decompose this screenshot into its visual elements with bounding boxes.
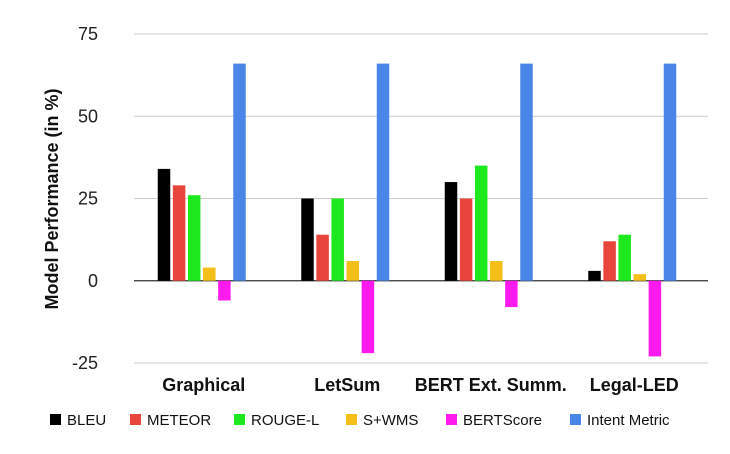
legend-swatch: [50, 414, 61, 425]
axis-labels: Model Performance (in %) -25 0 25 50 75 Graph…: [42, 24, 679, 395]
legend-item-bleu: BLEU: [50, 412, 106, 429]
bar-rouge-l-1: [331, 198, 344, 281]
bar-meteor-2: [459, 198, 473, 281]
bar-s-wms-1: [346, 261, 360, 281]
bar-bleu-1: [301, 198, 314, 281]
legend-label: ROUGE-L: [251, 412, 319, 429]
bar-rouge-l-2: [474, 165, 488, 281]
bar-rouge-l-3: [618, 234, 631, 281]
legend-label: BLEU: [67, 412, 106, 429]
x-category-label: Graphical: [162, 375, 245, 395]
legend-item-bertscore: BERTScore: [446, 412, 542, 429]
y-tick-label: 75: [78, 24, 98, 44]
y-tick-label: 25: [78, 189, 98, 209]
legend: BLEU METEOR ROUGE-L S+WMS BERTScore Intent Me…: [50, 412, 670, 429]
bar-intent-metric-2: [520, 63, 533, 281]
legend-swatch: [346, 414, 357, 425]
bars: [157, 63, 677, 357]
bar-rouge-l-0: [187, 195, 201, 281]
bar-s-wms-0: [203, 267, 216, 281]
bar-s-wms-3: [633, 274, 647, 281]
x-category-label: LetSum: [314, 375, 380, 395]
y-axis-label: Model Performance (in %): [42, 88, 62, 309]
legend-item-meteor: METEOR: [130, 412, 211, 429]
bar-bleu-2: [444, 182, 458, 281]
legend-item-intent-metric: Intent Metric: [570, 412, 670, 429]
legend-item-s-wms: S+WMS: [346, 412, 418, 429]
gridlines: [134, 33, 708, 364]
y-tick-label: -25: [72, 353, 98, 373]
bar-bertscore-2: [505, 280, 518, 308]
legend-item-rouge-l: ROUGE-L: [234, 412, 319, 429]
bar-bleu-3: [588, 270, 601, 281]
bar-bertscore-0: [218, 280, 231, 301]
legend-swatch: [234, 414, 245, 425]
y-tick-label: 50: [78, 106, 98, 126]
bar-intent-metric-3: [663, 63, 677, 281]
bar-intent-metric-0: [233, 63, 246, 281]
x-category-label: Legal-LED: [590, 375, 679, 395]
bar-meteor-1: [316, 234, 329, 281]
legend-label: Intent Metric: [587, 412, 670, 429]
legend-swatch: [446, 414, 457, 425]
bar-meteor-3: [603, 241, 616, 281]
legend-label: METEOR: [147, 412, 211, 429]
bar-meteor-0: [172, 185, 186, 281]
bar-intent-metric-1: [376, 63, 390, 281]
bar-bleu-0: [157, 168, 171, 281]
legend-swatch: [130, 414, 141, 425]
bar-s-wms-2: [490, 261, 503, 281]
bar-bertscore-1: [361, 280, 375, 354]
x-category-label: BERT Ext. Summ.: [415, 375, 567, 395]
legend-label: S+WMS: [363, 412, 418, 429]
y-tick-label: 0: [88, 271, 98, 291]
bar-bertscore-3: [648, 280, 662, 357]
legend-swatch: [570, 414, 581, 425]
legend-label: BERTScore: [463, 412, 542, 429]
